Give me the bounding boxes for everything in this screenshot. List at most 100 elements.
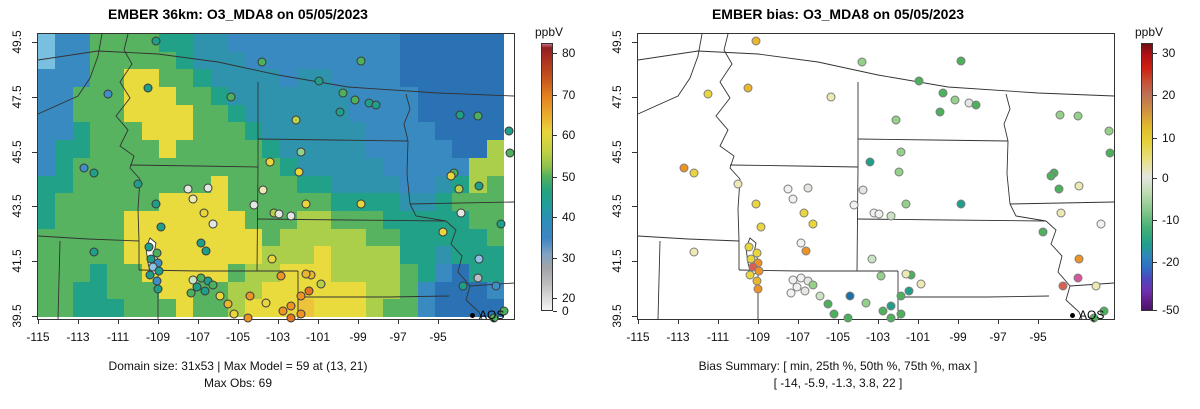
station-marker [356,199,366,209]
raster-cell [141,299,159,317]
y-tick-label: 45.5 [610,139,624,164]
station-marker [874,209,884,219]
station-marker [152,248,162,258]
raster-cell [383,87,401,105]
raster-cell [331,281,349,300]
raster-cell [193,87,211,105]
raster-cell [158,157,177,176]
raster-cell [348,122,366,141]
raster-cell [38,104,56,123]
colorbar-tick-mark [1153,52,1157,54]
raster-cell [89,210,108,229]
raster-cell [227,122,246,141]
station-marker [826,92,836,102]
raster-cell [434,281,453,300]
colorbar-tick-label: 40 [562,209,576,224]
x-tick-label: -97 [989,330,1007,344]
raster-cell [227,263,246,282]
station-marker [886,313,896,323]
x-tick-mark [118,319,119,324]
raster-cell [38,299,56,317]
station-marker [1089,313,1099,323]
raster-cell [89,51,108,70]
raster-cell [486,69,504,88]
station-marker [89,168,99,178]
raster-cell [107,122,125,141]
station-marker [914,76,924,86]
raster-cell [227,193,246,211]
raster-cell [245,246,263,264]
raster-cell [417,193,435,211]
aqs-dot-icon [1070,312,1075,318]
raster-cell [452,51,470,70]
x-tick-mark [38,319,39,324]
raster-cell [383,263,401,282]
raster-cell [383,193,401,211]
raster-cell [38,87,56,105]
model-raster-grid [38,34,504,317]
station-marker [935,107,945,117]
raster-cell [72,122,90,141]
colorbar-tick-label: 60 [562,127,576,142]
station-marker [276,271,286,281]
raster-cell [107,246,125,264]
colorbar-tick-mark [553,134,557,136]
raster-cell [38,34,56,52]
station-marker [849,200,859,210]
raster-cell [331,193,349,211]
station-marker [756,222,766,232]
raster-cell [279,228,297,247]
raster-cell [279,34,297,52]
raster-cell [296,104,315,123]
raster-cell [176,228,194,247]
station-marker [316,279,326,289]
x-tick-mark [278,319,279,324]
raster-cell [383,246,401,264]
state-border-line [1003,93,1011,142]
station-marker [371,100,381,110]
raster-cell [434,157,453,176]
station-marker [799,208,809,218]
station-marker [752,248,762,258]
state-border-line [729,164,859,168]
raster-cell [262,104,280,123]
raster-cell [55,140,73,158]
station-marker [815,291,825,301]
y-tick-mark [32,316,37,317]
raster-cell [296,69,315,88]
x-tick-mark [398,319,399,324]
raster-cell [486,228,504,247]
raster-cell [210,104,228,123]
raster-cell [89,263,108,282]
raster-cell [55,87,73,105]
raster-cell [383,210,401,229]
station-marker [301,269,311,279]
station-marker [751,36,761,46]
raster-cell [38,69,56,88]
raster-cell [417,228,435,247]
colorbar-tick-label: 10 [1162,130,1176,145]
station-marker [103,89,113,99]
station-marker [257,57,267,67]
y-tick-mark [32,42,37,43]
raster-cell [486,51,504,70]
raster-cell [296,175,315,194]
station-marker [226,92,236,102]
raster-cell [176,246,194,264]
station-marker [703,89,713,99]
station-marker [267,254,277,264]
raster-cell [400,140,418,158]
raster-cell [486,246,504,264]
raster-cell [38,175,56,194]
raster-cell [72,87,90,105]
station-marker [1104,126,1114,136]
station-marker [894,167,904,177]
raster-cell [141,51,159,70]
raster-cell [434,69,453,88]
raster-cell [469,87,487,105]
raster-cell [38,281,56,300]
raster-cell [365,281,384,300]
raster-cell [279,122,297,141]
station-marker [89,247,99,257]
